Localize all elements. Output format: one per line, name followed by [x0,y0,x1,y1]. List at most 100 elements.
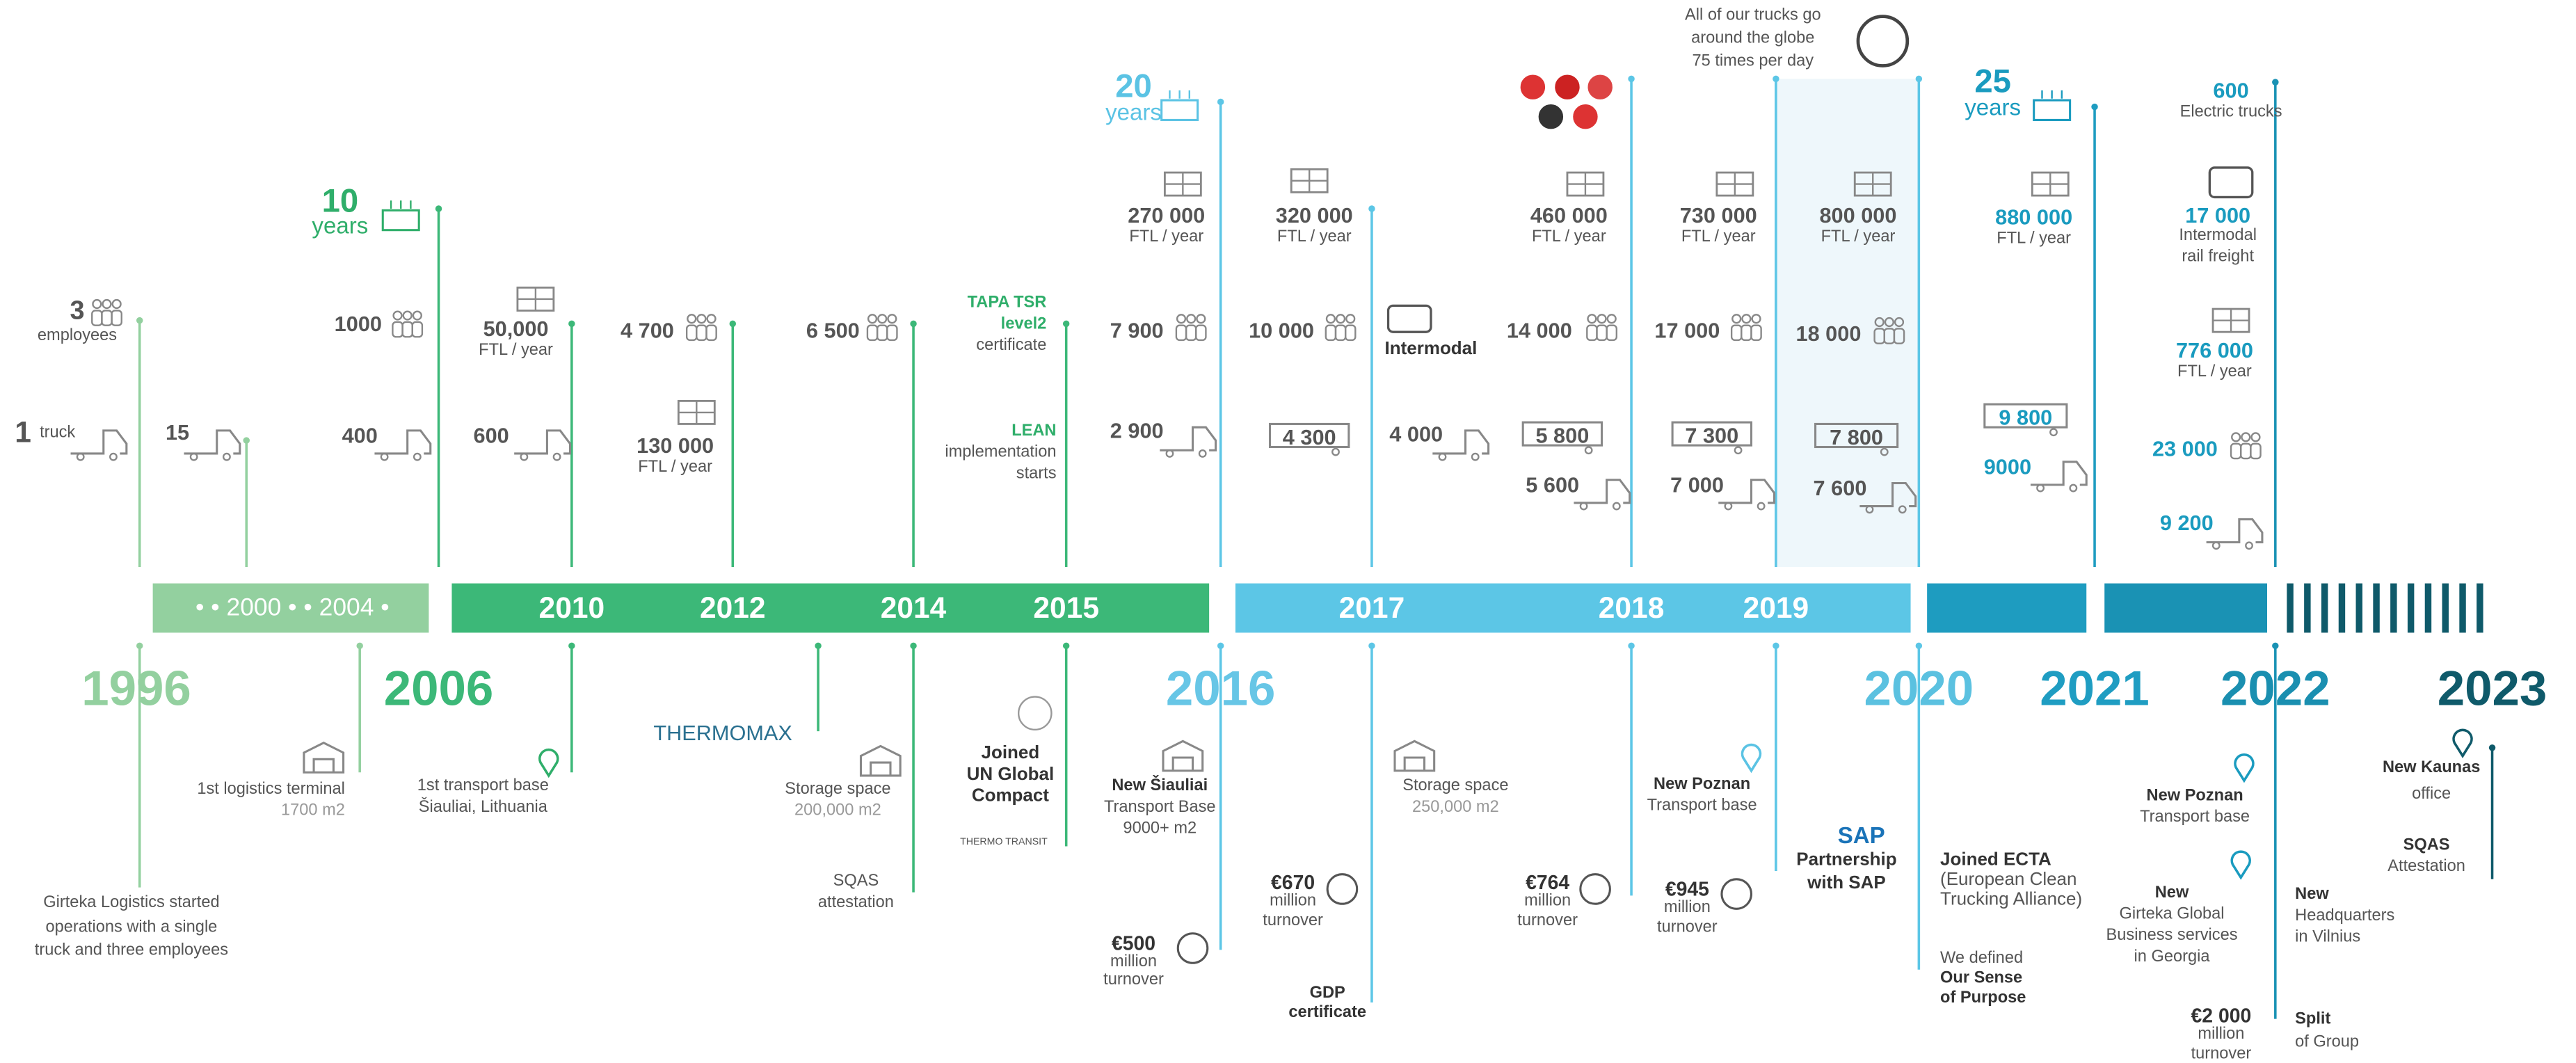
warehouse-icon [1162,740,1204,772]
trailer-icon [2049,428,2058,437]
note-text: GDP [1309,984,1345,1002]
note-text: €945 [1665,877,1709,901]
note-text: turnover [1657,918,1718,937]
note-text: SQAS [2403,836,2450,855]
pin-icon [2452,728,2473,758]
note-text: 18 000 [1795,321,1862,346]
un-icon [1018,696,1053,730]
year-label: 2023 [2437,662,2547,717]
train-icon [1386,304,1432,333]
note-text: Girteka Logistics started [43,894,220,913]
truck-icon [184,429,241,455]
people-icon [1596,324,1608,342]
cake-icon [381,209,420,232]
cake-icon [390,200,412,209]
note-text: 800 000 [1819,202,1897,228]
flag-icon [1571,102,1600,131]
note-text: 20 [1115,69,1152,106]
truck-icon [413,452,422,461]
euro-icon [1176,932,1209,964]
note-text: UN Global [966,765,1055,785]
band-label: 2014 [880,591,947,625]
note-text: FTL / year [1997,230,2072,248]
trailer-icon [1521,421,1603,447]
band-stripe [2355,583,2362,633]
note-text: million [1110,952,1157,970]
note-text: 776 000 [2175,337,2253,362]
year-label: 1996 [81,662,191,717]
timeline-dot [910,320,917,328]
people-icon [1606,314,1617,324]
note-text: 9 800 [1999,405,2053,430]
note-text: turnover [1263,912,1323,931]
flag-icon [1553,73,1582,102]
note-text: 9000+ m2 [1123,820,1197,838]
note-text: 600 [2213,78,2249,103]
note-text: Joined [981,743,1040,764]
people-icon [1175,324,1187,342]
people-icon [1176,314,1187,324]
cake-icon [1169,90,1190,99]
people-icon [705,324,717,342]
note-text: 3 [70,297,85,326]
truck-icon [1471,452,1480,461]
note-text: 1st transport base [417,777,549,796]
note-text: 6 500 [806,318,860,343]
band-stripe [2338,583,2346,633]
note-text: million [1524,892,1571,911]
people-icon [102,298,112,310]
note-text: 9 200 [2159,510,2214,535]
people-icon [1731,314,1742,324]
note-text: Transport base [1647,797,1757,815]
note-text: 7 900 [1110,318,1164,343]
truck-icon [552,452,561,461]
pin-icon [2230,850,2251,880]
people-icon [401,321,413,338]
band-label: 2010 [538,591,605,625]
note-text: 5 800 [1535,423,1590,448]
note-text: FTL / year [1277,228,1352,247]
note-text: rail freight [2182,248,2255,266]
band-label: 2017 [1338,591,1405,625]
people-icon [685,324,698,342]
note-text: Girteka Global [2119,905,2225,924]
note-text: 4 700 [621,318,674,343]
note-text: 130 000 [637,433,714,458]
cake-icon [2041,90,2063,99]
people-icon [1894,317,1905,328]
note-text: 75 times per day [1692,52,1814,71]
truck-icon [1898,505,1907,514]
note-text: 600 [473,423,509,448]
euro-icon [1720,878,1753,910]
truck-icon [1165,449,1174,458]
truck-icon [374,429,432,455]
year-label: 2021 [2040,662,2150,717]
note-text: 400 [342,423,378,448]
note-text: in Georgia [2134,948,2210,966]
note-text: attestation [817,894,894,913]
note-text: FTL / year [1531,228,1606,247]
band-stripe [2373,583,2380,633]
truck-icon [2206,518,2264,544]
timeline-dot [356,642,363,650]
truck-icon [1724,502,1733,511]
note-text: Compact [971,786,1049,806]
timeline-dot [910,642,917,650]
people-icon [1606,324,1617,342]
flag-icon [1537,102,1565,131]
trailer-icon [1814,422,1899,449]
note-text: 320 000 [1275,202,1353,228]
timeline-dot [1773,642,1779,650]
band-label: 2018 [1598,591,1665,625]
flag-icon [1586,73,1615,102]
trailer-icon [1880,447,1889,456]
warehouse-icon [859,744,902,777]
people-icon [2240,442,2252,460]
flag-icon [1519,73,1547,102]
band-segment [1927,583,2087,633]
cake-icon [2033,99,2072,121]
people-icon [392,310,403,321]
trailer-icon [1268,422,1350,449]
people-icon [1196,314,1206,324]
